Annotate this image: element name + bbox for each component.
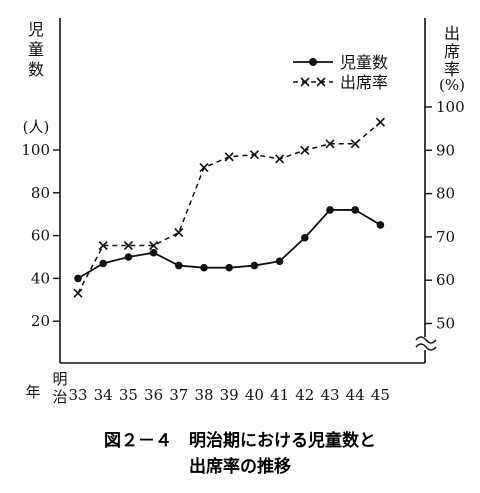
data-point-attendance — [149, 240, 159, 251]
svg-text:出席率: 出席率 — [444, 24, 460, 79]
svg-text:明治: 明治 — [52, 370, 67, 406]
caption-line-1: 図２－４ 明治期における児童数と — [104, 430, 376, 451]
x-tick-label: 38 — [194, 386, 213, 404]
data-point-attendance — [350, 139, 360, 149]
data-point-children — [351, 206, 360, 214]
right-axis-title: 出席率 — [444, 24, 460, 79]
x-tick-label: 34 — [94, 386, 113, 404]
data-point-children — [99, 259, 107, 268]
series-layer — [73, 117, 385, 298]
svg-text:児童数: 児童数 — [28, 20, 44, 79]
data-point-attendance — [249, 150, 259, 160]
data-point-attendance — [375, 117, 385, 127]
data-point-attendance — [275, 154, 285, 164]
data-point-children — [326, 206, 334, 214]
data-point-attendance — [300, 145, 310, 155]
x-era-label: 明治 — [52, 370, 67, 406]
left-tick-label: 40 — [31, 269, 50, 287]
data-point-children — [74, 274, 82, 283]
data-point-attendance — [325, 139, 335, 149]
data-point-children — [250, 261, 259, 270]
x-tick-label: 33 — [68, 386, 87, 404]
data-point-children — [175, 261, 183, 270]
left-axis-ticks: 20 40 60 80 100 — [21, 141, 60, 330]
x-tick-label: 35 — [119, 386, 138, 404]
data-point-children — [149, 248, 158, 257]
right-axis-ticks: 50 60 70 80 90 100 — [425, 98, 465, 333]
right-axis-unit: (%) — [439, 76, 465, 94]
data-point-attendance — [174, 228, 184, 238]
left-tick-label: 20 — [31, 312, 50, 330]
right-tick-label: 80 — [436, 185, 455, 203]
data-point-children — [225, 263, 233, 272]
data-point-attendance — [73, 288, 83, 298]
x-tick-label: 39 — [220, 386, 239, 404]
right-tick-label: 100 — [436, 98, 465, 116]
data-point-attendance — [224, 152, 234, 162]
legend: 児童数 出席率 — [293, 53, 388, 92]
x-tick-label: 37 — [169, 386, 188, 404]
data-point-children — [376, 221, 385, 229]
right-tick-label: 70 — [436, 228, 455, 246]
data-point-attendance — [98, 240, 108, 251]
left-tick-label: 60 — [31, 227, 50, 245]
left-axis-title: 児童数 — [28, 20, 44, 79]
legend-marker-dot — [309, 58, 317, 66]
data-point-children — [200, 263, 208, 272]
legend-label-attendance: 出席率 — [340, 73, 388, 92]
x-tick-label: 44 — [346, 386, 365, 404]
x-tick-label: 45 — [371, 386, 390, 404]
caption-line-2: 出席率の推移 — [189, 456, 291, 477]
x-axis-suffix: 年 — [25, 383, 40, 401]
left-axis-unit: (人) — [23, 118, 50, 136]
data-point-children — [301, 233, 309, 242]
data-point-attendance — [199, 163, 209, 173]
x-axis-ticks: 33 34 35 36 37 38 39 40 41 42 43 44 45 — [68, 386, 389, 404]
left-tick-label: 100 — [21, 141, 50, 159]
data-point-children — [275, 257, 284, 266]
right-tick-label: 90 — [436, 141, 455, 159]
x-tick-label: 42 — [295, 386, 314, 404]
legend-label-children: 児童数 — [340, 53, 388, 72]
left-tick-label: 80 — [31, 184, 50, 202]
legend-marker-x — [300, 77, 326, 87]
x-tick-label: 41 — [270, 386, 289, 404]
right-tick-label: 50 — [436, 315, 455, 333]
x-tick-label: 36 — [144, 386, 163, 404]
right-tick-label: 60 — [436, 271, 455, 289]
data-point-children — [124, 253, 133, 261]
x-tick-label: 40 — [245, 386, 264, 404]
axis-break-icon — [415, 336, 437, 351]
x-tick-label: 43 — [320, 386, 339, 404]
data-point-attendance — [123, 240, 133, 251]
